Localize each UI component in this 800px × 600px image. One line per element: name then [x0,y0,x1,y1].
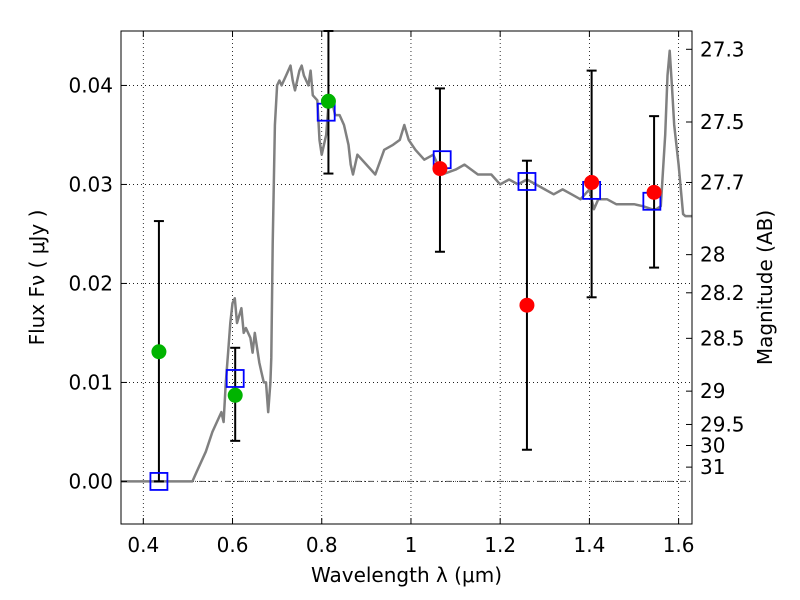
x-tick-label: 1.4 [573,533,605,557]
x-tick-label: 0.8 [306,533,338,557]
x-tick-label: 1.2 [484,533,516,557]
model-sed-path [121,49,692,483]
y-tick-label: 0.01 [68,370,113,394]
green-data-point [227,387,243,403]
red-data-point [519,297,535,313]
y2-tick-label: 27.3 [700,37,745,61]
x-axis-title: Wavelength λ (μm) [311,563,502,587]
error-bars [153,30,660,483]
y2-tick-label: 28.5 [700,326,745,350]
y2-tick-label: 31 [700,455,725,479]
x-tick-label: 1.6 [663,533,695,557]
y-axis-title: Flux Fν ( μJy ) [25,210,49,346]
x-tick-label: 1 [405,533,418,557]
x-tick-labels: 0.4 0.6 0.8 1 1.2 1.4 1.6 [127,533,694,557]
y-tick-label: 0.00 [68,469,113,493]
x-tick-label: 0.6 [217,533,249,557]
model-sed-line [121,49,692,483]
y2-axis-title: Magnitude (AB) [753,210,777,365]
red-data-point [646,184,662,200]
y2-tick-label: 27.7 [700,170,745,194]
plot-frame [120,30,693,525]
green-data-point [320,93,336,109]
model-photometry-squares [149,102,662,491]
y2-tick-label: 30 [700,433,725,457]
observed-points [151,93,662,403]
model-square [225,369,245,388]
y2-tick-label: 27.5 [700,110,745,134]
y-tick-label: 0.02 [68,271,113,295]
x-tick-label: 0.4 [127,533,159,557]
y2-tick-label: 28.2 [700,281,745,305]
y-tick-labels: 0.00 0.01 0.02 0.03 0.04 [68,73,113,493]
model-square [517,172,537,191]
y2-tick-label: 29.5 [700,412,745,436]
tick-marks [121,31,692,524]
y2-tick-label: 29 [700,379,725,403]
model-square [149,472,169,491]
y-tick-label: 0.04 [68,73,113,97]
red-data-point [584,174,600,190]
red-data-point [432,161,448,177]
green-data-point [151,344,167,360]
y2-tick-label: 28 [700,243,725,267]
y-tick-label: 0.03 [68,172,113,196]
